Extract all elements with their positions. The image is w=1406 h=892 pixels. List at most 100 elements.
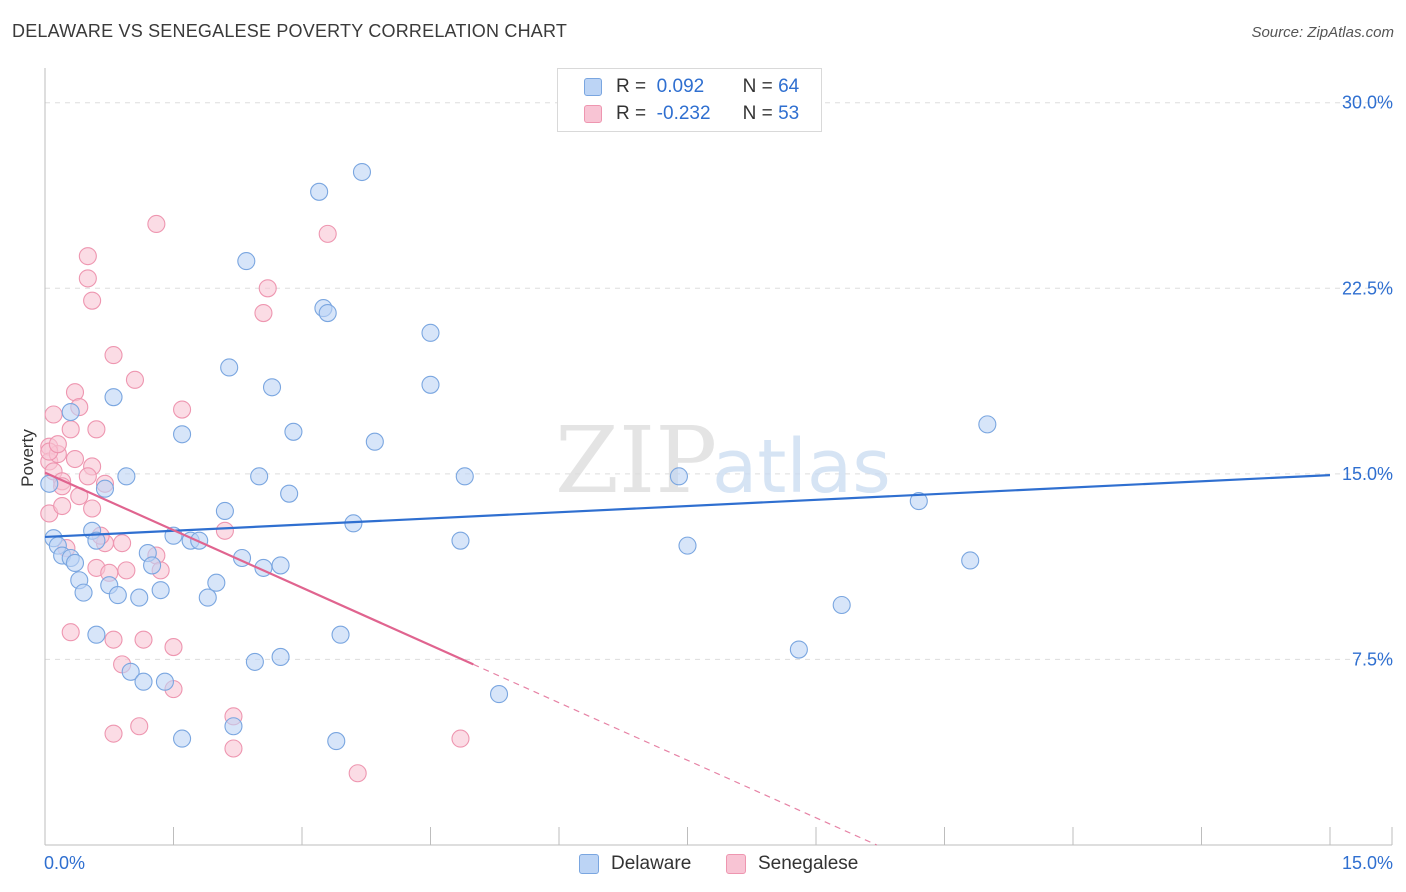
- senegalese-point: [173, 400, 192, 419]
- delaware-point: [65, 553, 85, 572]
- series-legend: Delaware Senegalese: [0, 850, 1406, 880]
- delaware-point: [245, 652, 264, 671]
- delaware-point: [74, 583, 93, 602]
- delaware-point: [155, 672, 174, 691]
- senegalese-point: [130, 717, 149, 736]
- senegalese-point: [48, 435, 67, 454]
- delaware-point: [789, 640, 808, 659]
- senegalese-point: [348, 764, 367, 783]
- legend-item-delaware: Delaware: [579, 853, 691, 875]
- delaware-point: [284, 422, 303, 441]
- delaware-point: [909, 492, 928, 511]
- delaware-point: [134, 672, 153, 691]
- senegalese-point: [83, 291, 102, 310]
- senegalese-point: [44, 405, 63, 424]
- delaware-point: [489, 685, 509, 704]
- senegalese-point: [104, 724, 123, 743]
- senegalese-point: [258, 279, 277, 298]
- senegalese-point: [78, 269, 97, 288]
- stats-row-senegalese: R = -0.232 N = 53: [584, 102, 799, 126]
- senegalese-point: [87, 420, 106, 439]
- senegalese-point: [215, 521, 234, 540]
- senegalese-trend-extension: [473, 663, 878, 846]
- senegalese-point: [125, 370, 144, 389]
- delaware-point: [95, 479, 115, 498]
- delaware-swatch: [584, 78, 602, 96]
- stats-row-delaware: R = 0.092 N = 64: [584, 75, 799, 99]
- senegalese-point: [134, 630, 153, 649]
- delaware-point: [143, 556, 162, 575]
- y-tick-label: 22.5%: [1342, 278, 1393, 298]
- senegalese-point: [61, 420, 80, 439]
- n-label: N =: [742, 76, 773, 97]
- chart-title: DELAWARE VS SENEGALESE POVERTY CORRELATI…: [12, 21, 568, 41]
- trend-lines: [44, 471, 1331, 846]
- delaware-swatch: [579, 854, 599, 874]
- senegalese-point: [113, 534, 132, 553]
- legend-item-senegalese: Senegalese: [726, 853, 858, 875]
- delaware-point: [669, 467, 688, 486]
- delaware-trend-line: [44, 474, 1331, 539]
- senegalese-point: [104, 346, 123, 365]
- delaware-point: [327, 732, 346, 751]
- watermark-zip: ZIP: [555, 407, 717, 514]
- senegalese-point: [104, 630, 123, 649]
- y-tick-label: 7.5%: [1352, 649, 1393, 669]
- delaware-point: [151, 581, 170, 600]
- senegalese-point: [61, 623, 80, 642]
- stats-legend: R = 0.092 N = 64 R = -0.232 N = 53: [557, 68, 822, 132]
- delaware-point: [198, 588, 217, 607]
- senegalese-point: [147, 214, 166, 234]
- y-tick-label: 30.0%: [1342, 93, 1393, 113]
- delaware-point: [61, 402, 80, 422]
- delaware-point: [678, 536, 697, 555]
- source-label: Source: ZipAtlas.com: [1251, 24, 1394, 41]
- delaware-point: [832, 595, 851, 615]
- delaware-point: [108, 586, 127, 605]
- delaware-point: [318, 303, 337, 323]
- delaware-point: [451, 531, 470, 550]
- delaware-point: [310, 182, 329, 201]
- watermark-atlas: atlas: [712, 424, 891, 510]
- grid-lines: [45, 102, 1392, 660]
- senegalese-trend-line: [44, 471, 474, 666]
- senegalese-point: [117, 561, 136, 580]
- delaware-point: [237, 252, 256, 271]
- senegalese-point: [83, 499, 102, 518]
- r-value: -0.232: [656, 103, 711, 124]
- delaware-point: [421, 375, 440, 394]
- delaware-point: [352, 162, 372, 182]
- senegalese-swatch: [726, 854, 746, 874]
- n-label: N =: [742, 103, 773, 124]
- delaware-point: [87, 625, 106, 644]
- y-tick-label: 15.0%: [1342, 464, 1393, 484]
- delaware-point: [173, 729, 192, 748]
- senegalese-swatch: [584, 105, 602, 123]
- senegalese-point: [451, 729, 470, 748]
- senegalese-point: [254, 303, 273, 323]
- senegalese-point: [224, 739, 243, 758]
- senegalese-point: [53, 496, 72, 516]
- senegalese-point: [78, 467, 97, 486]
- delaware-point: [331, 625, 350, 644]
- delaware-point: [104, 388, 123, 407]
- y-axis-label: Poverty: [18, 429, 37, 487]
- delaware-point: [207, 573, 226, 592]
- delaware-point: [280, 484, 299, 503]
- delaware-point: [220, 358, 239, 377]
- n-value: 64: [778, 76, 800, 97]
- delaware-point: [87, 531, 106, 550]
- r-label: R =: [616, 76, 647, 97]
- series-delaware-points: [40, 162, 997, 751]
- delaware-point: [121, 662, 140, 681]
- delaware-point: [271, 647, 290, 667]
- delaware-point: [250, 467, 269, 486]
- x-tick-label: 0.0%: [44, 853, 85, 873]
- x-tick-label: 15.0%: [1342, 853, 1393, 873]
- senegalese-point: [318, 224, 337, 243]
- delaware-point: [271, 556, 290, 575]
- legend-label-senegalese: Senegalese: [758, 853, 859, 874]
- legend-label-delaware: Delaware: [611, 853, 692, 874]
- tick-labels: 7.5% 15.0% 22.5% 30.0% 0.0% 15.0%: [44, 93, 1393, 873]
